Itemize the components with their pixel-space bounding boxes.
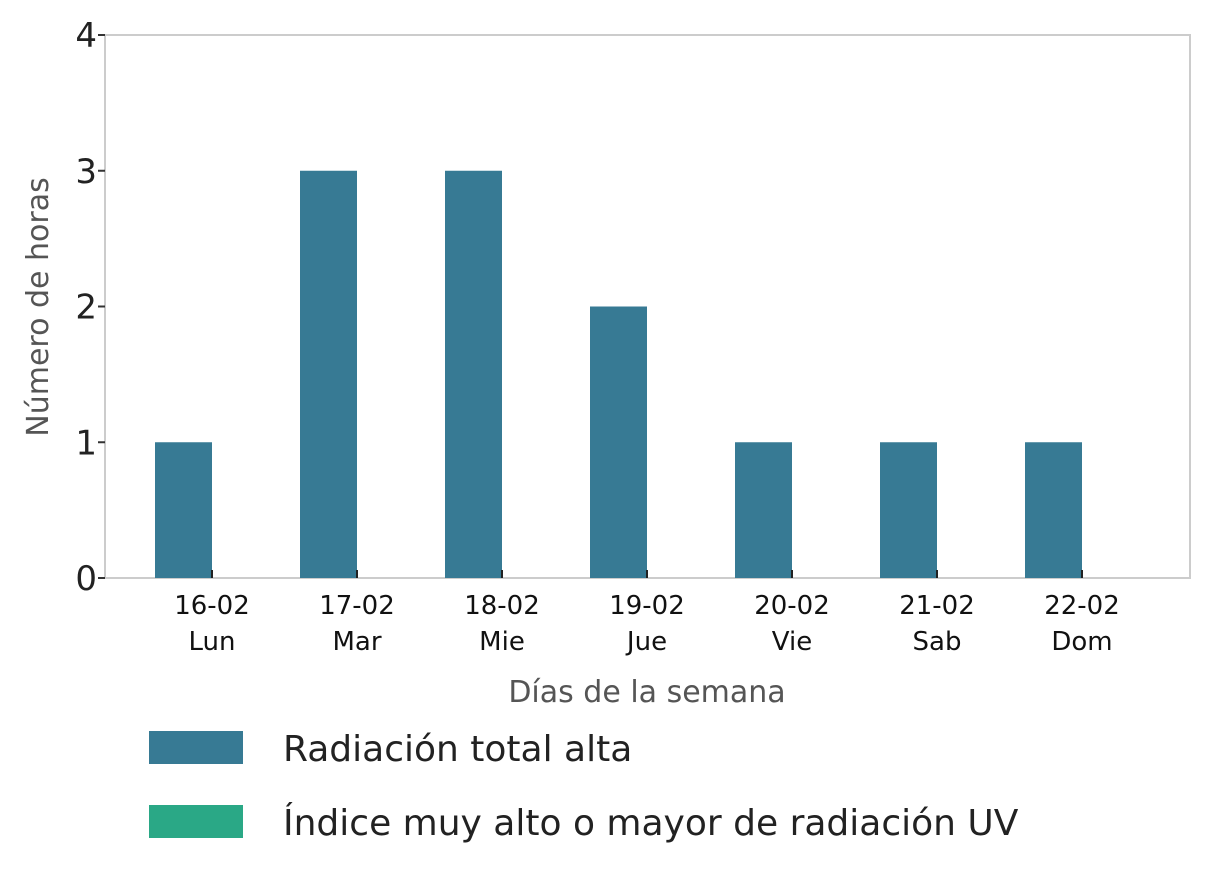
x-tick-date: 22-02 xyxy=(1044,591,1120,621)
x-tick-day: Sab xyxy=(913,627,962,657)
legend-label: Radiación total alta xyxy=(283,729,632,770)
y-tick-label: 0 xyxy=(75,559,97,599)
x-tick-day: Mar xyxy=(332,627,381,657)
legend-swatch xyxy=(149,731,243,764)
y-tick-label: 2 xyxy=(75,288,97,328)
x-tick-date: 18-02 xyxy=(464,591,540,621)
y-axis-label: Número de horas xyxy=(21,177,56,436)
x-tick-date: 19-02 xyxy=(609,591,685,621)
x-tick-day: Vie xyxy=(772,627,812,657)
bar xyxy=(1025,442,1082,578)
x-tick-date: 17-02 xyxy=(319,591,395,621)
bar xyxy=(300,170,357,578)
y-axis: 0 1 2 3 4 xyxy=(75,16,105,599)
x-axis: 16-02 Lun 17-02 Mar 18-02 Mie 19-02 Jue 20-02 Vie… xyxy=(174,570,1120,657)
x-axis-label: Días de la semana xyxy=(508,675,785,710)
bar xyxy=(155,442,212,578)
x-tick-day: Dom xyxy=(1051,627,1112,657)
bar xyxy=(590,306,647,578)
y-tick-label: 4 xyxy=(75,16,97,56)
bar xyxy=(880,442,937,578)
legend-label: Índice muy alto o mayor de radiación UV xyxy=(283,802,1019,844)
x-tick-date: 20-02 xyxy=(754,591,830,621)
x-tick-day: Jue xyxy=(625,627,667,657)
legend-swatch xyxy=(149,805,243,838)
y-tick-label: 3 xyxy=(75,152,97,192)
bar xyxy=(445,170,502,578)
legend: Radiación total alta Índice muy alto o ma… xyxy=(149,729,1019,844)
x-tick-day: Lun xyxy=(189,627,236,657)
bar xyxy=(735,442,792,578)
x-tick-date: 21-02 xyxy=(899,591,975,621)
x-tick-date: 16-02 xyxy=(174,591,250,621)
x-tick-day: Mie xyxy=(479,627,525,657)
bars-layer xyxy=(155,170,1082,578)
y-tick-label: 1 xyxy=(75,423,97,463)
